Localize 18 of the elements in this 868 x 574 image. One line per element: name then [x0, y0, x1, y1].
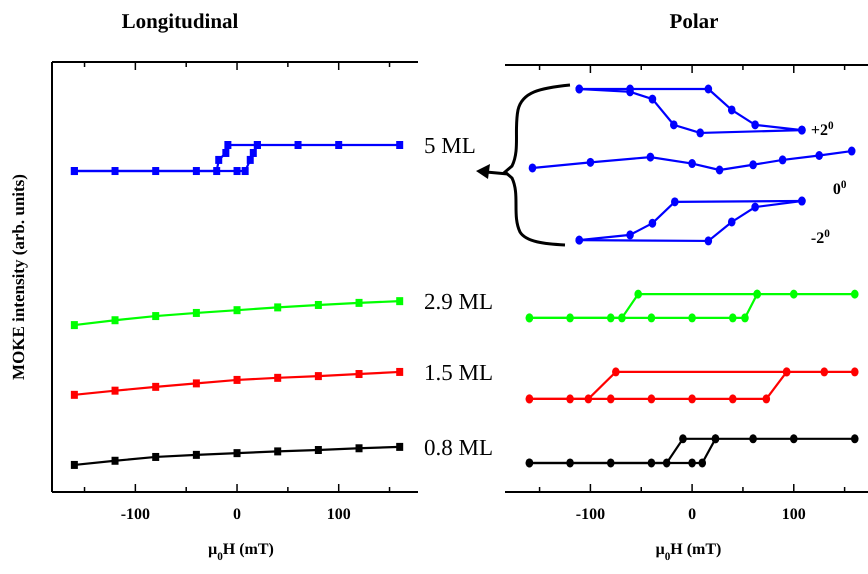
- x-tick-label: 100: [782, 506, 806, 523]
- chart-title: Longitudinal: [122, 9, 239, 33]
- series-label: 1.5 ML: [424, 360, 493, 385]
- y-axis-title: MOKE intensity (arb. units): [9, 174, 28, 380]
- series-label: 2.9 ML: [424, 289, 493, 314]
- series-label: 0.8 ML: [424, 434, 493, 460]
- x-tick-label: -100: [576, 506, 606, 523]
- series-label: 5 ML: [424, 133, 476, 158]
- series-label: +2$^{0}$: [810, 120, 834, 139]
- chart-title: Polar: [670, 9, 718, 33]
- x-tick-label: 0: [233, 506, 242, 523]
- x-tick-label: 0: [688, 506, 696, 523]
- series-label: -2$^{0}$: [810, 228, 830, 247]
- x-tick-label: -100: [120, 506, 150, 523]
- x-axis-title: μ$_{0}$H (mT): [656, 541, 722, 563]
- x-axis-title: μ$_{0}$H (mT): [208, 541, 274, 563]
- x-tick-label: 100: [326, 506, 351, 523]
- series-label: 0$^{0}$: [832, 179, 847, 198]
